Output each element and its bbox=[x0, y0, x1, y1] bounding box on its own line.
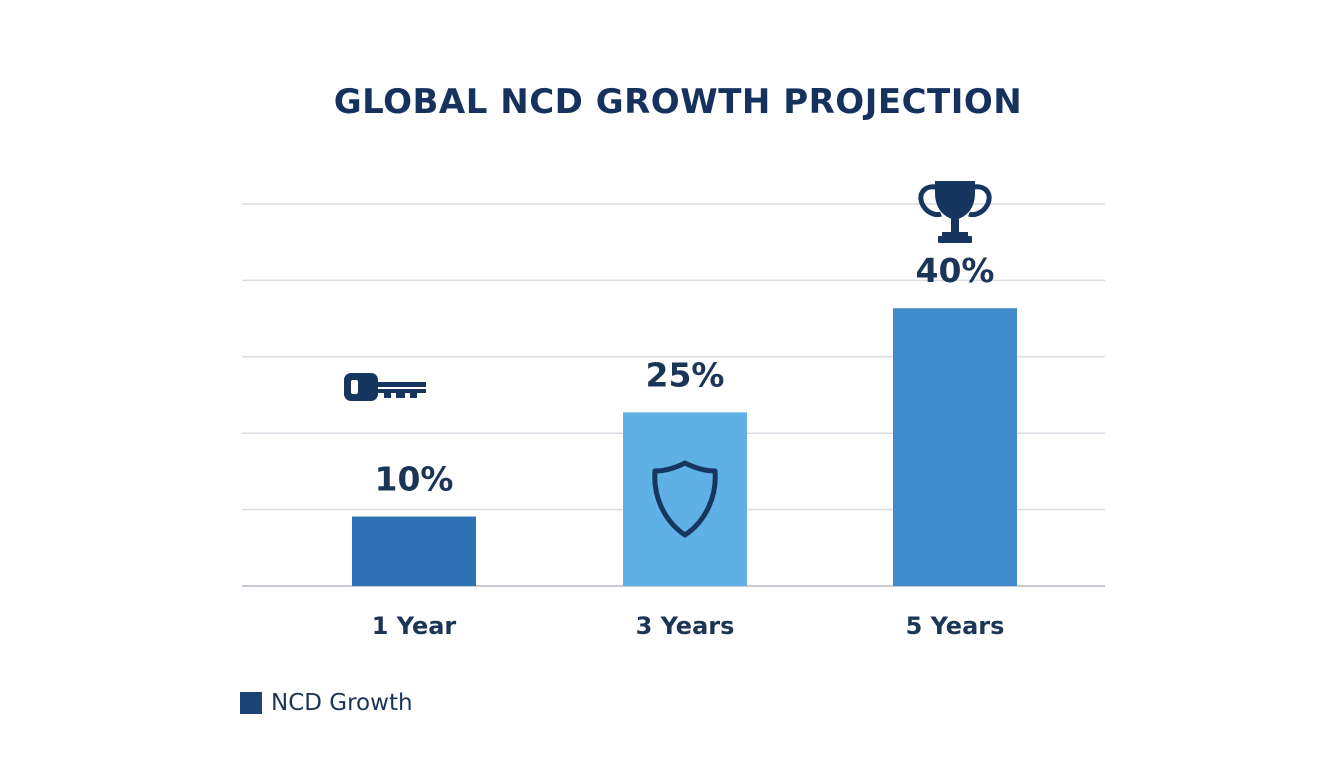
legend: NCD Growth bbox=[240, 690, 413, 716]
data-label: 40% bbox=[916, 251, 995, 290]
legend-label: NCD Growth bbox=[271, 690, 413, 716]
bars bbox=[352, 308, 1017, 586]
trophy-icon bbox=[918, 181, 992, 243]
data-label: 25% bbox=[646, 355, 725, 394]
bar-3-years bbox=[623, 412, 747, 586]
bar-icons bbox=[344, 181, 992, 538]
x-tick-label: 5 Years bbox=[906, 612, 1005, 640]
x-tick-labels: 1 Year 3 Years 5 Years bbox=[372, 612, 1005, 640]
legend-swatch bbox=[240, 692, 262, 714]
chart-title: GLOBAL NCD GROWTH PROJECTION bbox=[333, 82, 1023, 122]
bar-1-year bbox=[352, 516, 476, 586]
data-label: 10% bbox=[375, 460, 454, 499]
x-tick-label: 1 Year bbox=[372, 612, 457, 640]
x-tick-label: 3 Years bbox=[636, 612, 735, 640]
shield-icon bbox=[652, 460, 718, 538]
bar-5-years bbox=[893, 308, 1017, 586]
data-labels: 10% 25% 40% bbox=[375, 251, 995, 498]
key-icon bbox=[344, 373, 426, 401]
